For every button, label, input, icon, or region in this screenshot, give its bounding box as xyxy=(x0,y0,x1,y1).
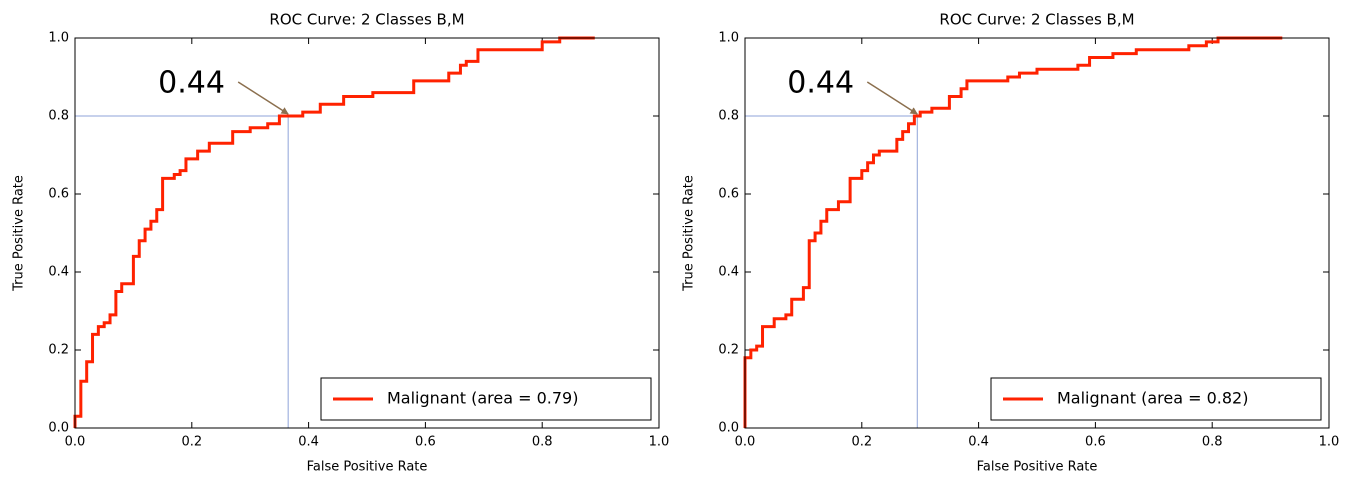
legend-label: Malignant (area = 0.79) xyxy=(387,389,578,408)
x-tick-label: 0.8 xyxy=(1202,435,1223,450)
chart-title: ROC Curve: 2 Classes B,M xyxy=(269,11,464,29)
x-tick-label: 0.6 xyxy=(1085,435,1106,450)
y-tick-label: 1.0 xyxy=(718,31,739,46)
y-tick-label: 0.4 xyxy=(718,265,739,280)
legend-box xyxy=(320,377,652,421)
x-axis-label: False Positive Rate xyxy=(307,460,428,475)
y-tick-label: 0.8 xyxy=(48,109,69,124)
x-tick-label: 0.4 xyxy=(968,435,989,450)
x-tick-label: 0.2 xyxy=(851,435,872,450)
y-tick-label: 1.0 xyxy=(48,31,69,46)
x-tick-label: 1.0 xyxy=(649,435,670,450)
annotation-text: 0.44 xyxy=(158,66,225,101)
legend-box xyxy=(990,377,1322,421)
x-tick-label: 1.0 xyxy=(1319,435,1340,450)
chart-title: ROC Curve: 2 Classes B,M xyxy=(939,11,1134,29)
y-tick-label: 0.0 xyxy=(718,421,739,436)
x-tick-label: 0.2 xyxy=(181,435,202,450)
annotation-text: 0.44 xyxy=(787,66,854,101)
roc-line xyxy=(743,36,1283,428)
x-tick-label: 0.0 xyxy=(65,435,86,450)
x-tick-label: 0.8 xyxy=(532,435,553,450)
y-tick-label: 0.2 xyxy=(718,343,739,358)
annotation-arrow xyxy=(237,81,289,115)
y-tick-label: 0.6 xyxy=(718,187,739,202)
y-axis-label: True Positive Rate xyxy=(12,175,27,292)
chart-panel: ROC Curve: 2 Classes B,M False Positive R… xyxy=(12,11,670,475)
y-tick-label: 0.0 xyxy=(48,421,69,436)
annotation-arrow xyxy=(866,81,918,115)
x-axis-label: False Positive Rate xyxy=(977,460,1098,475)
x-tick-label: 0.6 xyxy=(415,435,436,450)
x-tick-label: 0.4 xyxy=(298,435,319,450)
plot-frame xyxy=(744,37,1330,429)
y-tick-label: 0.2 xyxy=(48,343,69,358)
y-tick-label: 0.8 xyxy=(718,109,739,124)
y-tick-label: 0.6 xyxy=(48,187,69,202)
legend-label: Malignant (area = 0.82) xyxy=(1057,389,1248,408)
plot-frame xyxy=(74,37,660,429)
roc-line xyxy=(73,36,595,428)
chart-panel: ROC Curve: 2 Classes B,M False Positive R… xyxy=(682,11,1340,475)
y-tick-label: 0.4 xyxy=(48,265,69,280)
y-axis-label: True Positive Rate xyxy=(682,175,697,292)
x-tick-label: 0.0 xyxy=(735,435,756,450)
